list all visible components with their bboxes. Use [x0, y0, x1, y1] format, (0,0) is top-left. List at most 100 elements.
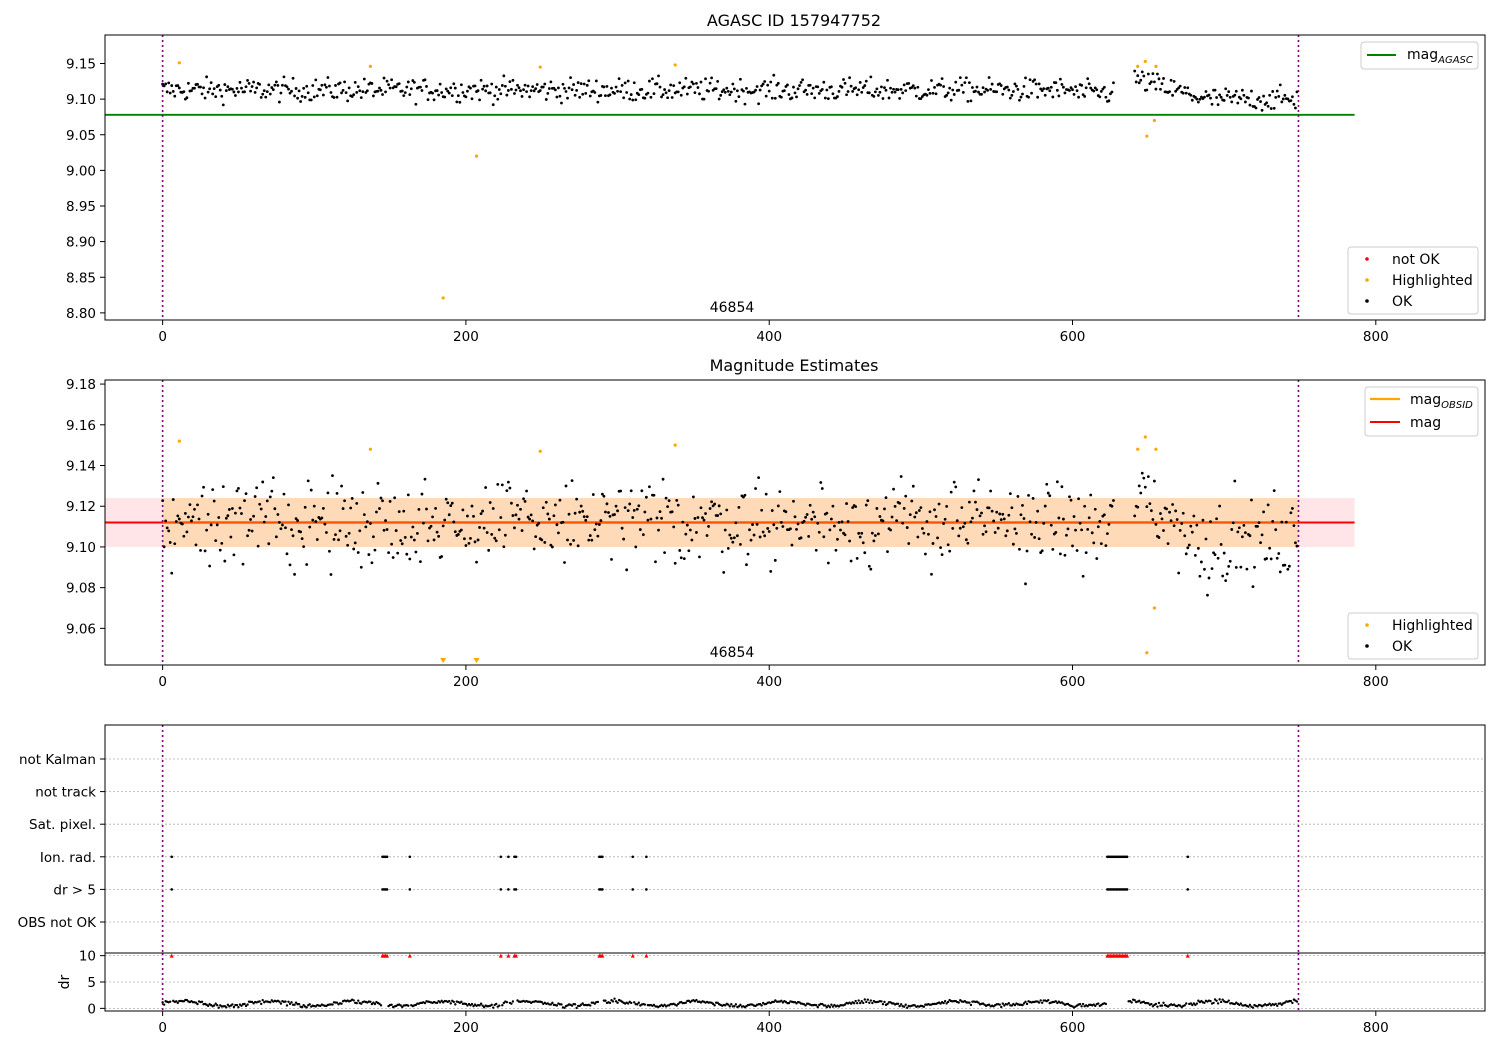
- ok-point: [1092, 89, 1096, 93]
- ok-point: [544, 500, 548, 504]
- ok-point: [1269, 107, 1273, 110]
- ok-point: [235, 86, 239, 90]
- highlighted-point: [538, 449, 542, 453]
- dr-point: [555, 1004, 559, 1007]
- ok-point: [601, 492, 604, 496]
- ok-point: [594, 522, 598, 526]
- ok-point: [889, 86, 892, 90]
- ok-point: [948, 549, 952, 553]
- ok-point: [476, 538, 480, 542]
- ok-point: [875, 507, 879, 510]
- dr-point: [305, 1006, 308, 1009]
- ok-point: [1281, 97, 1285, 101]
- ok-point: [644, 495, 648, 499]
- dr-point: [1025, 1002, 1029, 1006]
- ok-point: [502, 74, 506, 78]
- dr-point: [161, 1001, 164, 1004]
- ok-point: [1045, 482, 1049, 486]
- ok-point: [202, 485, 205, 489]
- ok-point: [273, 507, 277, 511]
- ok-point: [910, 86, 914, 89]
- ok-point: [173, 94, 177, 98]
- ok-point: [907, 82, 911, 85]
- ok-point: [795, 527, 798, 531]
- ok-point: [1080, 83, 1084, 87]
- ok-point: [490, 532, 494, 536]
- ok-point: [246, 534, 249, 538]
- dr-point: [760, 1004, 763, 1007]
- ok-point: [563, 86, 566, 90]
- dr-point: [608, 1001, 612, 1005]
- ok-point: [288, 563, 292, 567]
- ok-point: [513, 526, 516, 530]
- dr-point: [902, 1005, 906, 1008]
- ok-point: [628, 97, 632, 101]
- dr-point: [1216, 1002, 1220, 1005]
- ok-point: [567, 512, 571, 516]
- ok-point: [408, 557, 412, 561]
- ok-point: [173, 542, 177, 546]
- ok-point: [839, 528, 842, 532]
- ok-point: [781, 525, 785, 528]
- ok-point: [675, 499, 679, 502]
- ok-point: [864, 79, 868, 83]
- dr-point: [300, 1005, 304, 1009]
- ok-point: [905, 526, 909, 529]
- ok-point: [813, 96, 817, 100]
- ok-point: [519, 507, 522, 511]
- ok-point: [1102, 513, 1106, 517]
- ok-point: [654, 560, 657, 564]
- ok-point: [898, 96, 902, 100]
- panel4-ytick-label-1: 5: [87, 975, 96, 991]
- ok-point: [845, 93, 848, 97]
- ok-point: [285, 552, 289, 556]
- ok-point: [1010, 93, 1014, 97]
- ok-point: [808, 503, 812, 507]
- dr-point: [369, 1000, 372, 1003]
- dr-point: [435, 1001, 439, 1005]
- ok-point: [652, 92, 656, 96]
- ok-point: [588, 94, 592, 98]
- ok-point: [1216, 556, 1220, 560]
- ok-point: [663, 88, 666, 91]
- ok-point: [613, 91, 616, 95]
- ok-point: [1286, 567, 1290, 571]
- ok-point: [664, 496, 668, 500]
- dr-point: [1133, 999, 1136, 1002]
- ok-point: [1210, 102, 1214, 106]
- ok-point: [288, 91, 292, 95]
- ok-point: [763, 534, 767, 538]
- ok-point: [617, 77, 621, 81]
- dr-point: [860, 1000, 863, 1003]
- ok-point: [867, 91, 871, 95]
- ok-point: [620, 526, 624, 530]
- ok-point: [340, 484, 343, 488]
- ok-point: [423, 78, 427, 82]
- ok-point: [623, 81, 627, 85]
- ok-point: [470, 504, 474, 508]
- ok-point: [174, 520, 178, 523]
- ok-point: [728, 533, 732, 537]
- ok-point: [227, 508, 231, 511]
- ok-point: [1157, 77, 1161, 81]
- ok-point: [848, 539, 851, 543]
- panel2-legend-bottom: Highlighted OK: [1347, 612, 1479, 660]
- ok-point: [967, 81, 971, 85]
- dr-point: [969, 1003, 973, 1007]
- ok-point: [376, 481, 380, 485]
- dr-point: [454, 1003, 457, 1006]
- ok-point: [473, 540, 477, 544]
- ok-point: [167, 529, 171, 533]
- ok-point: [902, 507, 906, 510]
- ok-point: [578, 95, 582, 99]
- dr-point: [540, 1000, 543, 1004]
- ok-point: [540, 538, 544, 542]
- ok-point: [291, 76, 295, 80]
- ok-point: [913, 86, 917, 90]
- legend-ok-label: OK: [1392, 294, 1413, 310]
- ok-point: [350, 497, 354, 500]
- ok-point: [1028, 520, 1032, 524]
- ok-point: [737, 506, 741, 509]
- dr-point: [1047, 998, 1050, 1002]
